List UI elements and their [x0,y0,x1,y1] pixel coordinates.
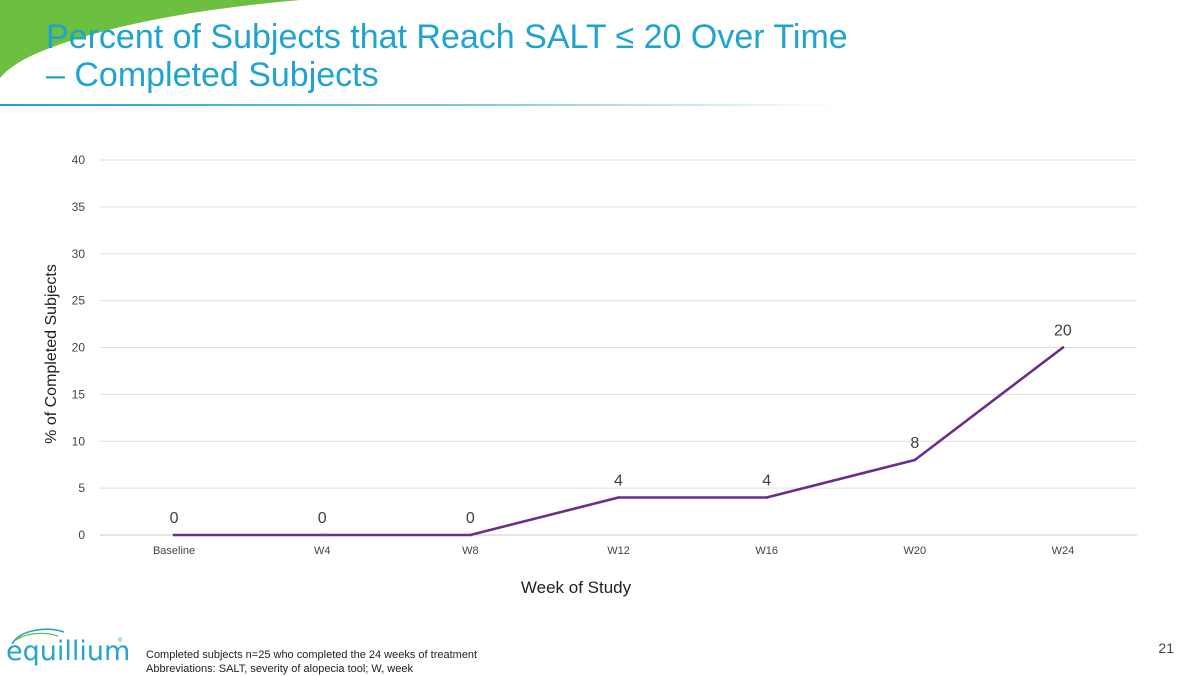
y-tick-label-5: 5 [78,481,85,495]
footnote-completed-subjects: Completed subjects n=25 who completed th… [146,649,478,661]
page-number: 21 [1158,640,1174,656]
logo-trademark: ® [118,638,123,644]
x-tick-label-4: W16 [755,545,778,557]
x-tick-label-5: W20 [903,545,926,557]
footnotes: Completed subjects n=25 who completed th… [146,648,477,676]
data-label-4: 4 [762,473,771,490]
y-tick-label-10: 10 [72,434,86,448]
data-point-2 [469,533,472,537]
y-tick-label-30: 30 [72,247,86,261]
data-label-1: 0 [318,510,327,527]
y-tick-label-20: 20 [72,341,86,355]
grid-lines [100,159,1137,536]
data-label-0: 0 [170,510,179,527]
logo-swirl-icon [11,628,65,645]
y-axis-ticks: 0 5 10 15 20 25 30 35 40 [72,153,86,542]
title-line-1: Percent of Subjects that Reach SALT ≤ 20… [46,18,848,56]
y-axis-title: % of Completed Subjects [43,264,60,444]
data-point-5 [913,458,917,462]
data-point-6 [1061,346,1065,349]
data-labels: 0 0 0 4 4 8 20 [170,323,1072,528]
data-label-3: 4 [614,473,623,490]
data-label-2: 0 [466,510,475,527]
corner-swoosh-decoration [0,0,300,78]
x-axis-title: Week of Study [521,578,632,597]
y-tick-label-35: 35 [72,200,86,214]
logo-text: equillium [6,636,131,667]
y-tick-label-0: 0 [78,528,85,542]
title-underline [0,104,840,106]
x-tick-label-0: Baseline [153,545,195,557]
data-point-4 [765,496,768,499]
page-title: Percent of Subjects that Reach SALT ≤ 20… [46,18,946,94]
footnote-abbreviations: Abbreviations: SALT, severity of alopeci… [146,663,413,675]
x-axis-ticks: Baseline W4 W8 W12 W16 W20 W24 [153,545,1074,557]
x-tick-label-2: W8 [462,545,479,557]
series-layer [172,346,1065,537]
y-tick-label-15: 15 [72,387,86,401]
title-line-2: – Completed Subjects [46,56,379,94]
data-label-6: 20 [1054,323,1072,340]
equillium-logo: equillium ® [6,624,130,668]
x-tick-label-6: W24 [1052,545,1075,557]
y-tick-label-40: 40 [72,153,86,167]
data-point-1 [320,533,324,537]
data-point-3 [617,496,620,499]
data-label-5: 8 [910,435,919,452]
x-tick-label-3: W12 [607,545,630,557]
y-tick-label-25: 25 [72,294,86,308]
x-tick-label-1: W4 [314,545,331,557]
data-point-0 [172,533,176,537]
